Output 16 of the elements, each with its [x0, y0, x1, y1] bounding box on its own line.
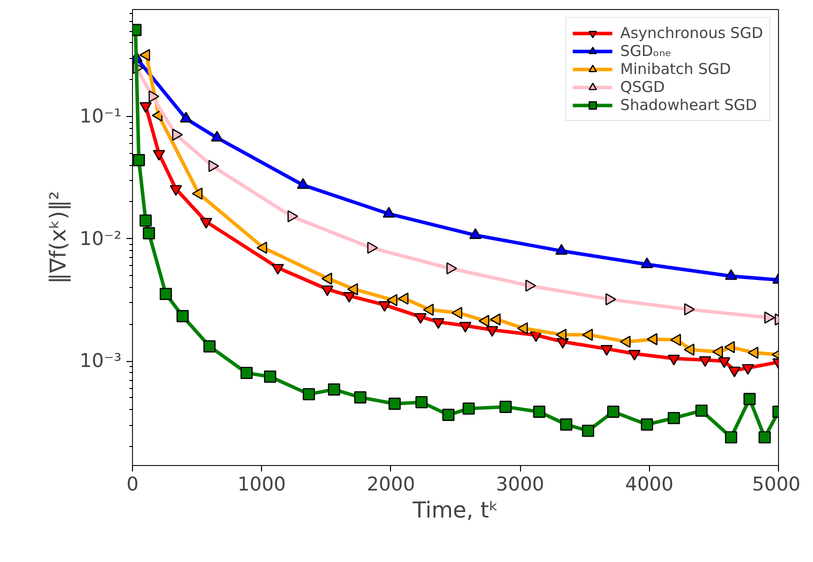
- x-tick-label: 3000: [496, 474, 544, 496]
- x-tick-label: 2000: [366, 474, 416, 496]
- x-tick-label: 1000: [238, 474, 286, 496]
- y-axis-title: ‖∇f(xᵏ)‖²: [46, 191, 72, 284]
- x-tick-label: 0: [126, 474, 139, 496]
- legend-label: QSGD: [620, 78, 665, 96]
- legend-label: Minibatch SGD: [620, 60, 731, 78]
- legend-label: Shadowheart SGD: [620, 96, 757, 114]
- x-tick-label: 4000: [625, 474, 674, 496]
- y-tick-label: 10⁻¹: [80, 106, 122, 128]
- y-tick-label: 10⁻²: [80, 228, 122, 250]
- legend-label: Asynchronous SGD: [620, 24, 763, 42]
- x-tick-label: 5000: [752, 474, 801, 496]
- legend-label: SGDₒₙₑ: [620, 42, 672, 60]
- y-tick-label: 10⁻³: [80, 350, 122, 372]
- x-axis-title: Time, tᵏ: [412, 498, 498, 524]
